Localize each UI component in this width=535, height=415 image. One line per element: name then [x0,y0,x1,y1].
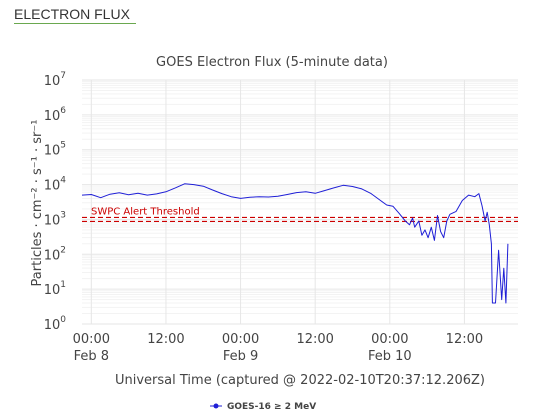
threshold-label: SWPC Alert Threshold [91,206,200,217]
y-tick-label: 107 [44,71,66,89]
y-tick-exponent: 1 [60,280,66,290]
y-tick-label: 101 [44,280,66,298]
y-tick-base: 10 [44,144,61,159]
y-tick-exponent: 2 [60,245,66,255]
x-tick-time: 12:00 [446,332,483,347]
y-axis-label: Particles · cm⁻² · s⁻¹ · sr⁻¹ [30,120,45,287]
y-tick-exponent: 4 [60,176,66,186]
threshold-group: SWPC Alert Threshold [82,206,518,223]
x-tick-time: 12:00 [296,332,333,347]
x-tick-date: Feb 8 [74,349,109,364]
y-tick-exponent: 7 [60,71,66,81]
y-tick-base: 10 [44,213,61,228]
legend[interactable]: GOES-16 ≥ 2 MeV [210,402,316,412]
y-tick-label: 105 [44,141,66,159]
series-line [81,183,509,304]
y-tick-base: 10 [44,109,61,124]
y-tick-exponent: 0 [60,315,66,325]
link-underline [14,23,136,24]
y-tick-exponent: 5 [60,141,66,151]
legend-marker [213,403,219,409]
y-tick-base: 10 [44,248,61,263]
y-tick-label: 100 [44,315,67,333]
y-tick-base: 10 [44,74,61,89]
x-tick-time: 00:00 [222,332,259,347]
y-tick-label: 106 [44,106,67,124]
y-tick-exponent: 6 [60,106,66,116]
x-tick-time: 00:00 [73,332,110,347]
y-tick-base: 10 [44,179,61,194]
y-tick-base: 10 [44,318,61,333]
x-tick-time: 12:00 [147,332,184,347]
y-tick-label: 104 [44,176,67,194]
y-tick-exponent: 3 [60,210,66,220]
x-tick-time: 00:00 [371,332,408,347]
x-axis-label: Universal Time (captured @ 2022-02-10T20… [115,373,485,388]
x-tick-date: Feb 9 [223,349,258,364]
y-tick-label: 103 [44,210,66,228]
y-tick-base: 10 [44,283,61,298]
legend-label: GOES-16 ≥ 2 MeV [227,402,316,412]
chart-title: GOES Electron Flux (5-minute data) [156,55,388,70]
y-tick-label: 102 [44,245,66,263]
electron-flux-link[interactable]: ELECTRON FLUX [14,6,130,22]
grid-lines [82,79,518,325]
x-tick-labels: 00:00 Feb 8 12:00 00:00 Feb 9 12:00 00:00 Feb 1… [73,332,484,364]
series-group [81,183,509,304]
x-tick-date: Feb 10 [368,349,412,364]
